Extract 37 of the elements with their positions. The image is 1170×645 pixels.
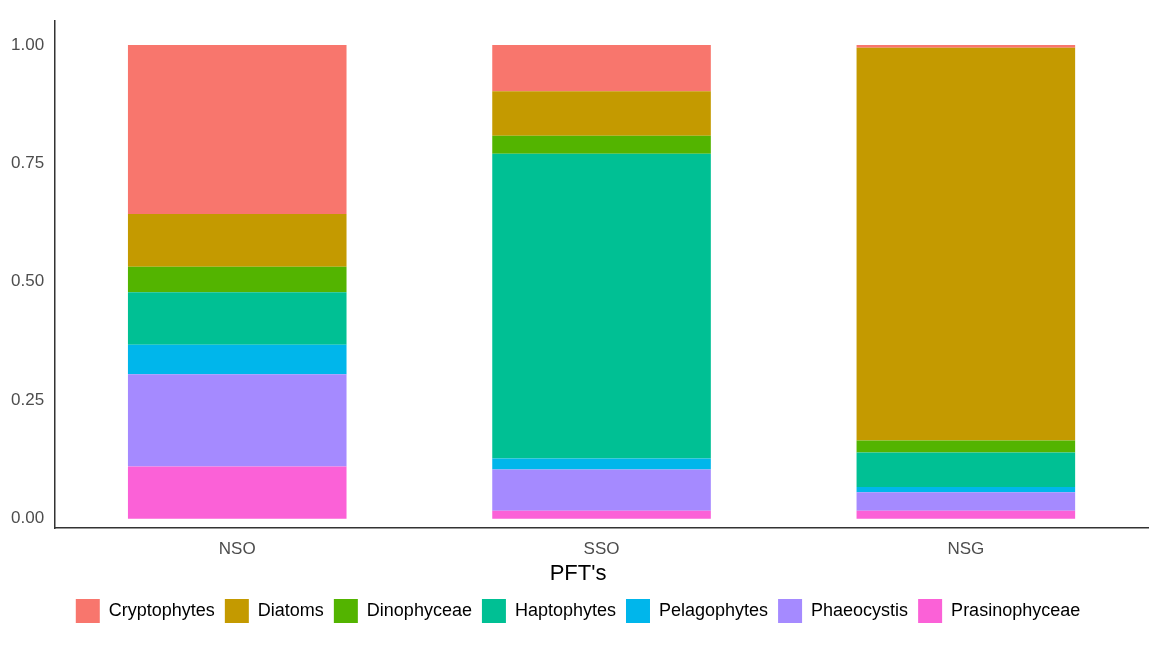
x-tick-label: NSG bbox=[947, 539, 985, 559]
legend-label: Diatoms bbox=[257, 599, 324, 620]
bar bbox=[492, 510, 711, 519]
legend-label: Cryptophytes bbox=[108, 599, 215, 620]
bar bbox=[856, 44, 1076, 48]
x-tick-label: SSO bbox=[583, 539, 620, 559]
y-tick-label: 0.25 bbox=[10, 389, 45, 409]
legend-label: Phaeocystis bbox=[811, 599, 909, 620]
legend-label: Prasinophyceae bbox=[951, 599, 1081, 620]
legend-label: Pelagophytes bbox=[658, 599, 769, 620]
bar bbox=[492, 91, 711, 136]
x-tick-label: NSO bbox=[218, 539, 256, 559]
bar bbox=[856, 47, 1076, 441]
bar bbox=[127, 266, 347, 293]
bar bbox=[127, 292, 347, 345]
bar bbox=[856, 440, 1076, 453]
bar bbox=[492, 135, 711, 154]
legend-label: Dinophyceae bbox=[366, 599, 472, 620]
legend-title: PFT's bbox=[549, 559, 607, 585]
bar bbox=[856, 492, 1076, 511]
bar bbox=[492, 44, 711, 92]
bar bbox=[492, 458, 711, 470]
bar bbox=[127, 466, 347, 519]
bar bbox=[127, 44, 347, 215]
bar bbox=[492, 469, 711, 511]
y-tick-label: 0.75 bbox=[10, 153, 45, 173]
bar bbox=[856, 452, 1076, 487]
bar bbox=[127, 214, 347, 267]
bar bbox=[856, 510, 1076, 519]
bar bbox=[492, 153, 711, 459]
bar bbox=[127, 344, 347, 375]
bar bbox=[127, 374, 347, 467]
y-tick-label: 0.00 bbox=[10, 508, 45, 528]
y-tick-label: 0.50 bbox=[10, 271, 45, 291]
y-tick-label: 1.00 bbox=[10, 34, 45, 54]
legend-label: Haptophytes bbox=[514, 599, 617, 620]
bar bbox=[856, 486, 1076, 493]
